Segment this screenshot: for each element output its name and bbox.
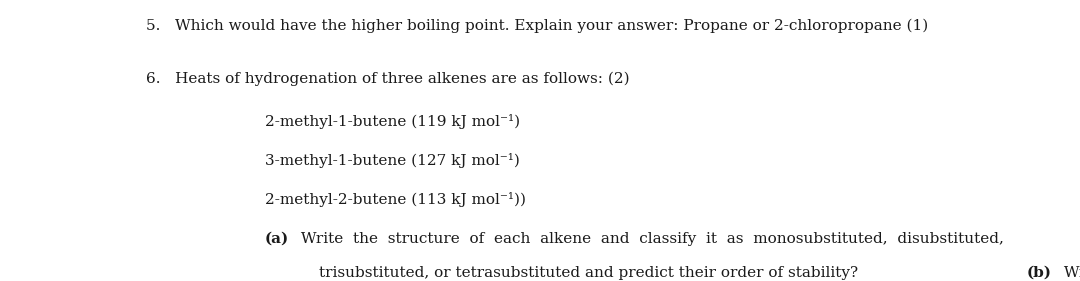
Text: Write  the  structure  of  each  alkene  and  classify  it  as  monosubstituted,: Write the structure of each alkene and c… (296, 232, 1003, 246)
Text: (a): (a) (265, 232, 288, 246)
Text: trisubstituted, or tetrasubstituted and predict their order of stability?: trisubstituted, or tetrasubstituted and … (319, 266, 867, 280)
Text: 3-methyl-1-butene (127 kJ mol⁻¹): 3-methyl-1-butene (127 kJ mol⁻¹) (265, 153, 519, 168)
Text: 6.   Heats of hydrogenation of three alkenes are as follows: (2): 6. Heats of hydrogenation of three alken… (146, 72, 630, 86)
Text: 2-methyl-2-butene (113 kJ mol⁻¹)): 2-methyl-2-butene (113 kJ mol⁻¹)) (265, 192, 526, 207)
Text: 2-methyl-1-butene (119 kJ mol⁻¹): 2-methyl-1-butene (119 kJ mol⁻¹) (265, 114, 519, 129)
Text: Write other alkene: Write other alkene (1059, 266, 1080, 280)
Text: 5.   Which would have the higher boiling point. Explain your answer: Propane or : 5. Which would have the higher boiling p… (146, 18, 928, 33)
Text: (b): (b) (1027, 266, 1052, 280)
